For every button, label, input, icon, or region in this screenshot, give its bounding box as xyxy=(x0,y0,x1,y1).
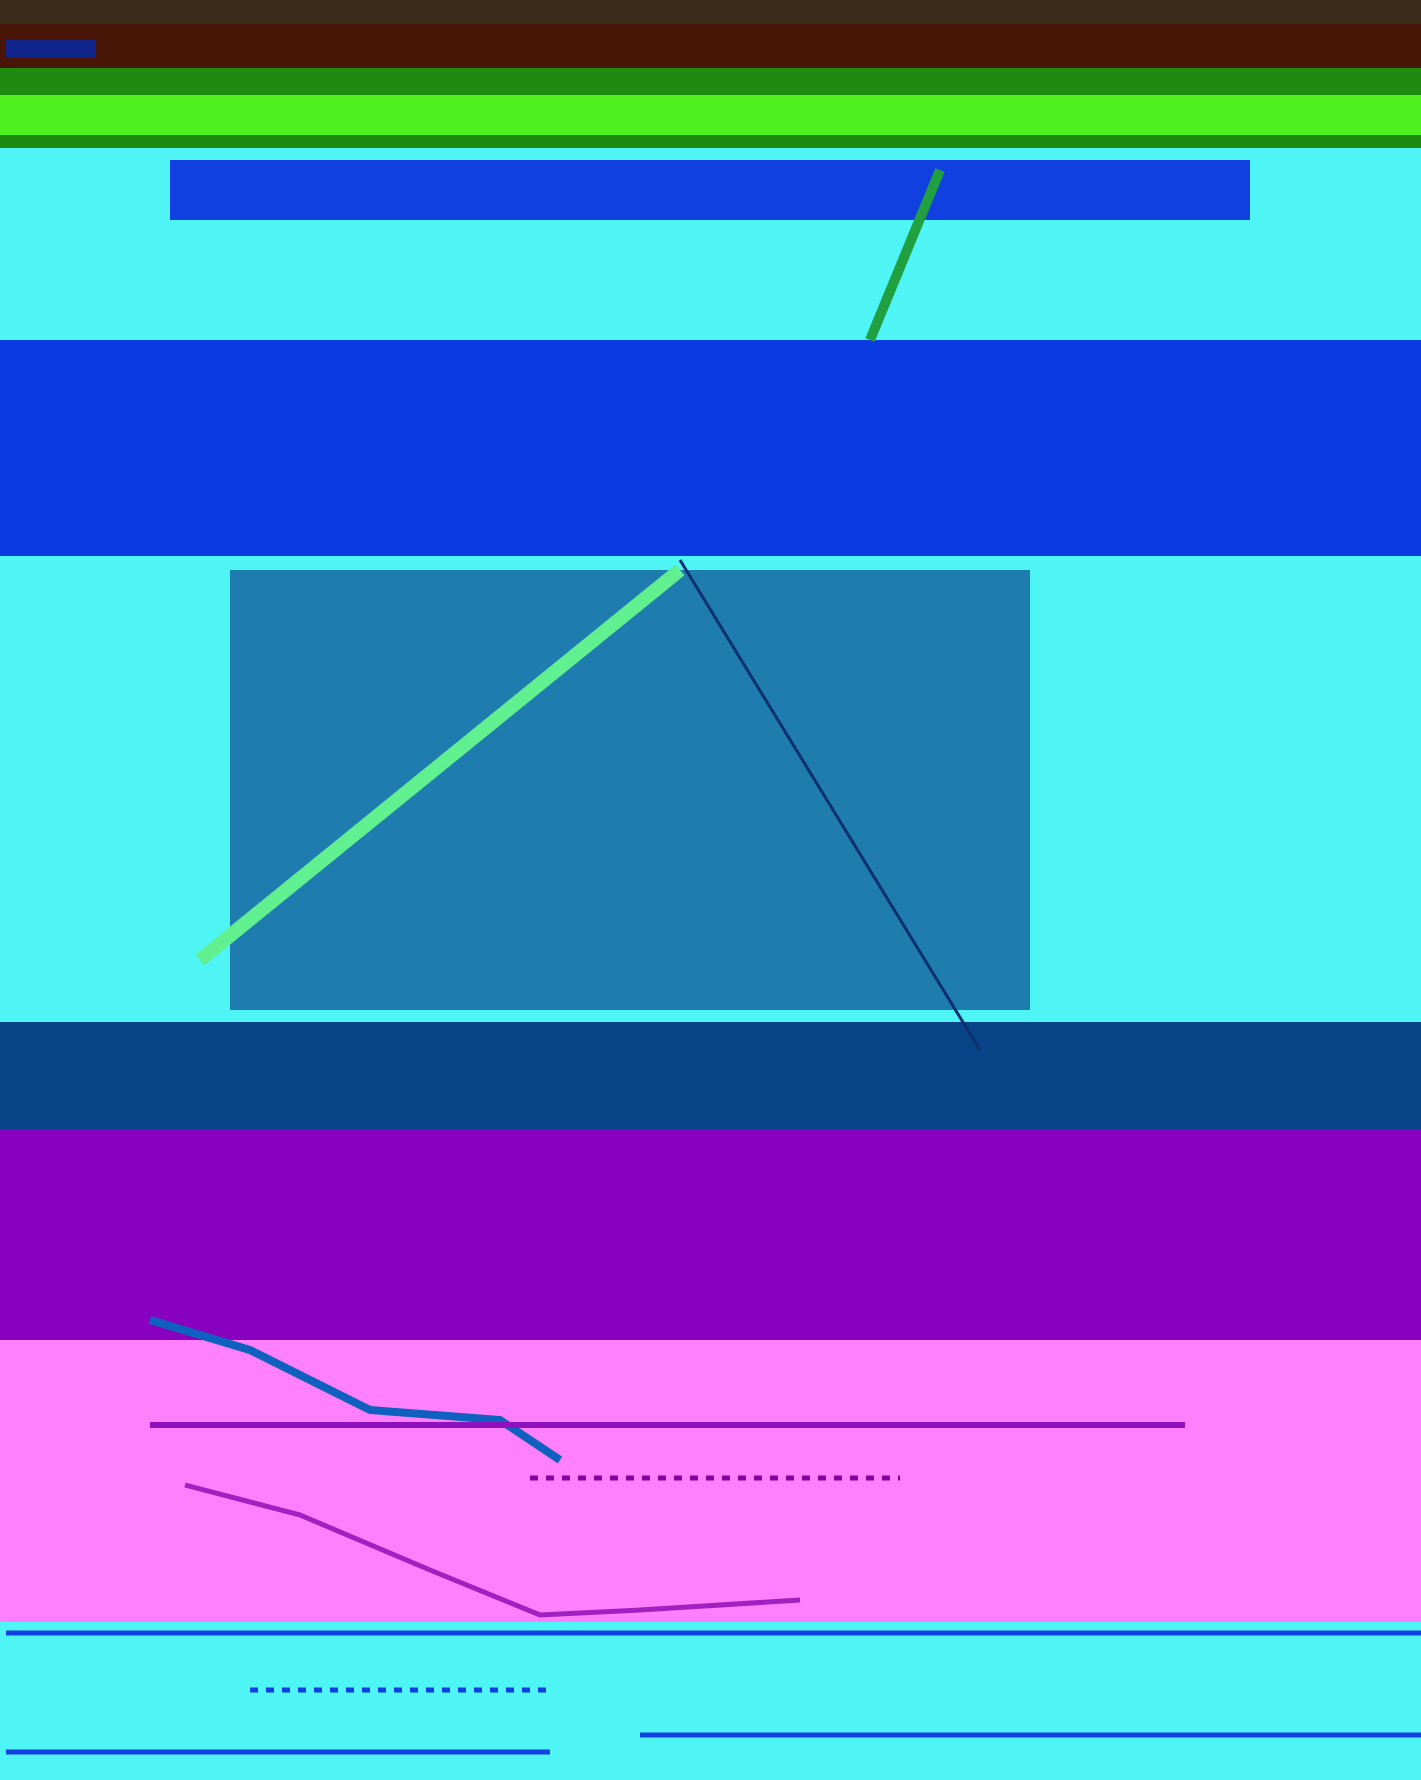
diagonal-stripe xyxy=(200,570,680,960)
diagonal-line xyxy=(680,560,980,1050)
header-stripe xyxy=(870,170,940,340)
overlay xyxy=(0,0,1421,1780)
curve-lower xyxy=(185,1485,800,1615)
page xyxy=(0,0,1421,1780)
curve-upper xyxy=(150,1320,560,1460)
